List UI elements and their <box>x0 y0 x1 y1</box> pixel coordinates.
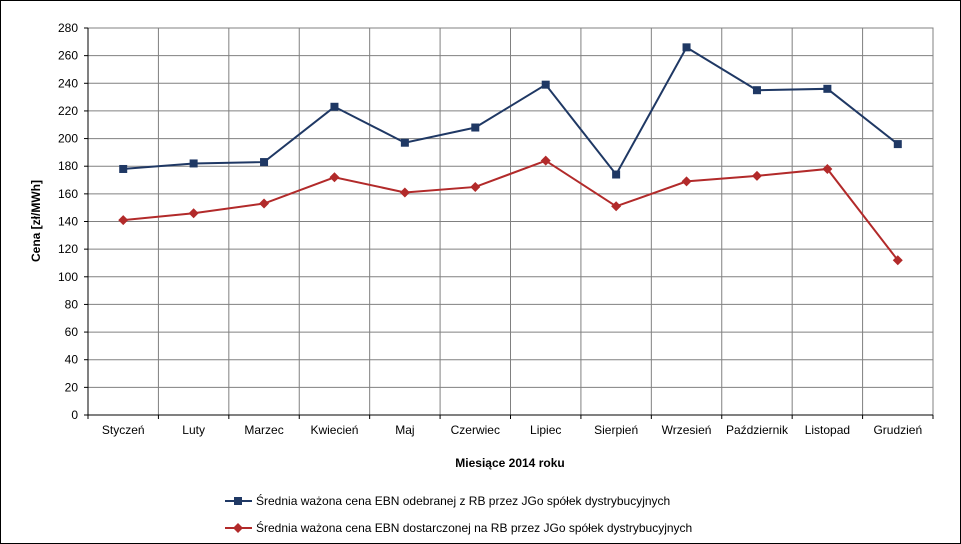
y-tick-labels: 0 20 40 60 80 100 120 140 160 180 200 220 240 260 280 <box>58 21 78 422</box>
data-point-series-1 <box>752 86 761 95</box>
legend-item-series-1: Średnia ważona cena EBN odebranej z RB p… <box>225 493 670 508</box>
y-tick-label: 40 <box>65 353 79 367</box>
data-point-series-1 <box>612 170 621 179</box>
y-tick-label: 280 <box>58 21 78 35</box>
x-axis-title: Miesiące 2014 roku <box>455 456 564 470</box>
x-tick-label: Styczeń <box>102 423 145 437</box>
x-tick-label: Marzec <box>244 423 283 437</box>
data-point-series-2 <box>399 187 410 198</box>
x-tick-label: Grudzień <box>873 423 922 437</box>
legend-label-series-1: Średnia ważona cena EBN odebranej z RB p… <box>256 493 670 508</box>
legend-marker-series-1 <box>234 497 242 505</box>
y-tick-label: 220 <box>58 104 78 118</box>
x-tick-label: Sierpień <box>594 423 638 437</box>
data-point-series-2 <box>118 215 129 226</box>
data-point-series-1 <box>400 138 409 147</box>
data-point-series-1 <box>330 102 339 111</box>
y-tick-label: 260 <box>58 49 78 63</box>
data-point-series-2 <box>259 198 270 209</box>
axes <box>87 28 933 416</box>
gridlines <box>84 27 934 419</box>
x-tick-labels: Styczeń Luty Marzec Kwiecień Maj Czerwiec Lipi… <box>102 423 922 437</box>
data-point-series-1 <box>823 84 832 93</box>
data-point-series-2 <box>822 163 833 174</box>
x-tick-label: Luty <box>182 423 205 437</box>
x-tick-label: Listopad <box>805 423 850 437</box>
data-point-series-2 <box>751 170 762 181</box>
series-group <box>118 43 903 266</box>
y-axis-title: Cena [zł/MWh] <box>29 180 43 262</box>
data-point-series-2 <box>188 208 199 219</box>
legend-label-series-2: Średnia ważona cena EBN dostarczonej na … <box>256 520 692 535</box>
data-point-series-2 <box>611 201 622 212</box>
x-tick-label: Lipiec <box>530 423 561 437</box>
y-tick-label: 180 <box>58 159 78 173</box>
data-point-series-1 <box>541 80 550 89</box>
legend-item-series-2: Średnia ważona cena EBN dostarczonej na … <box>225 520 692 535</box>
y-tick-label: 140 <box>58 215 78 229</box>
x-tick-label: Wrzesień <box>662 423 712 437</box>
y-tick-label: 0 <box>71 408 78 422</box>
y-tick-label: 240 <box>58 76 78 90</box>
y-tick-label: 200 <box>58 132 78 146</box>
data-point-series-2 <box>540 155 551 166</box>
data-point-series-2 <box>470 181 481 192</box>
data-point-series-2 <box>892 255 903 266</box>
data-point-series-1 <box>119 164 128 173</box>
legend-marker-series-2 <box>233 523 243 533</box>
data-point-series-1 <box>189 159 198 168</box>
x-tick-label: Czerwiec <box>451 423 500 437</box>
y-tick-label: 20 <box>65 380 79 394</box>
legend: Średnia ważona cena EBN odebranej z RB p… <box>225 493 692 535</box>
series-line-2 <box>123 159 899 261</box>
x-tick-label: Kwiecień <box>310 423 358 437</box>
data-point-series-1 <box>260 158 269 167</box>
data-point-series-1 <box>893 140 902 149</box>
y-tick-label: 160 <box>58 187 78 201</box>
data-point-series-1 <box>471 123 480 132</box>
series-line-1 <box>123 45 899 177</box>
y-tick-label: 80 <box>65 297 79 311</box>
data-point-series-1 <box>682 43 691 52</box>
x-tick-label: Październik <box>726 423 789 437</box>
y-tick-label: 60 <box>65 325 79 339</box>
y-tick-label: 120 <box>58 242 78 256</box>
x-tick-label: Maj <box>395 423 414 437</box>
data-point-series-2 <box>329 172 340 183</box>
y-tick-label: 100 <box>58 270 78 284</box>
data-point-series-2 <box>681 176 692 187</box>
